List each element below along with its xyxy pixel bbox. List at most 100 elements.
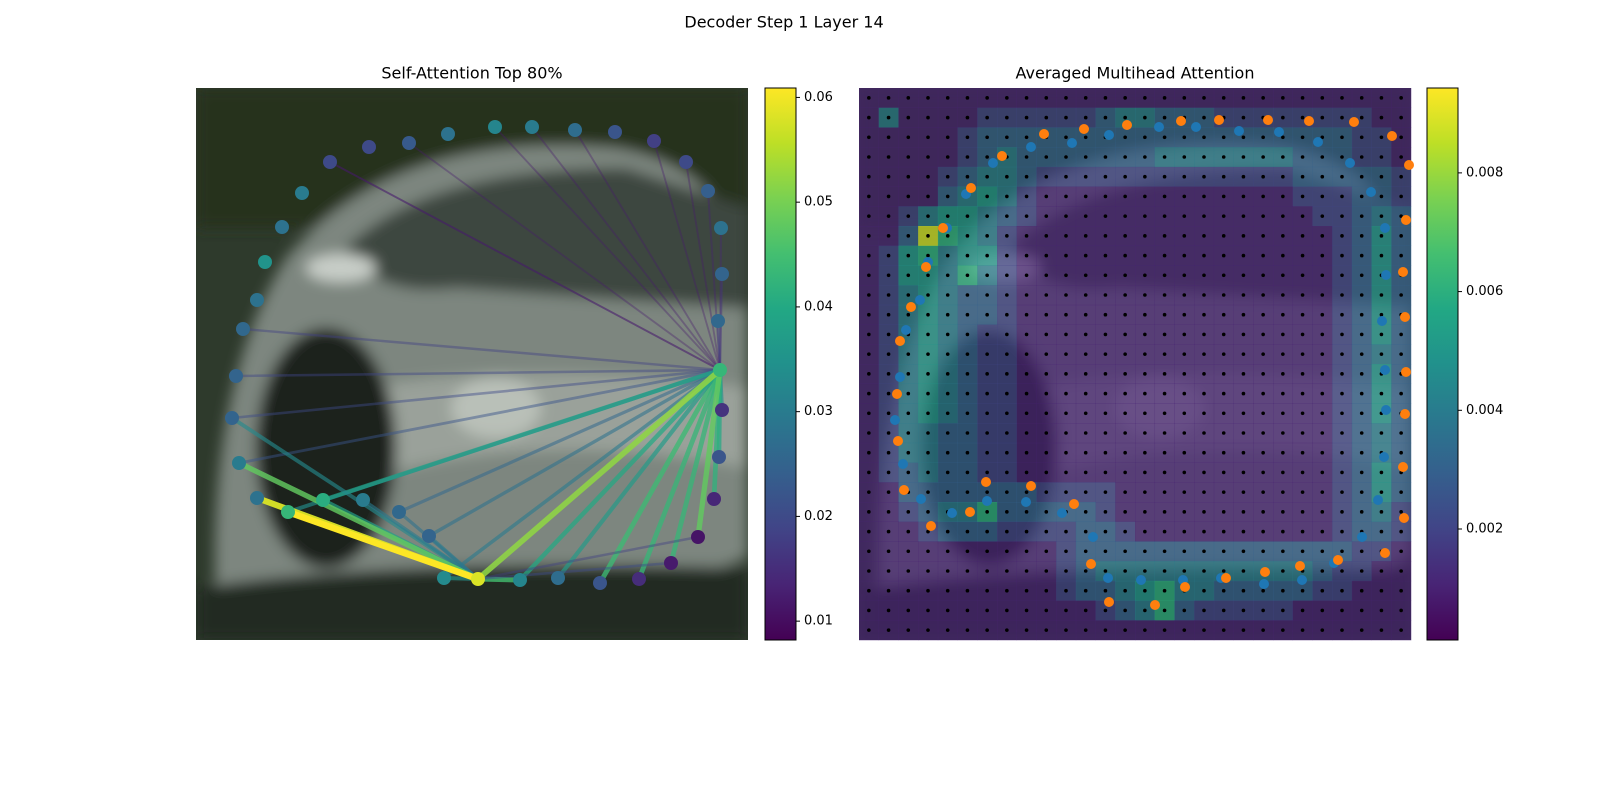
grid-dot: [1123, 569, 1127, 573]
grid-dot: [1399, 96, 1403, 100]
grid-dot: [1261, 431, 1265, 435]
grid-dot: [1320, 214, 1325, 218]
grid-dot: [945, 450, 950, 455]
point: [1381, 405, 1391, 415]
grid-dot: [1359, 214, 1364, 218]
grid-dot: [1359, 312, 1364, 317]
grid-dot: [1005, 115, 1009, 120]
grid-dot: [1083, 529, 1088, 534]
grid-dot: [1221, 549, 1226, 554]
grid-dot: [1083, 312, 1088, 317]
grid-dot: [1281, 608, 1285, 613]
attention-edge: [230, 368, 722, 420]
grid-dot: [1103, 273, 1108, 278]
grid-dot: [906, 194, 911, 199]
grid-dot: [1300, 234, 1305, 238]
grid-dot: [1044, 529, 1049, 534]
grid-dot: [1281, 431, 1285, 435]
grid-dot: [1221, 569, 1226, 573]
grid-dot: [1182, 470, 1187, 475]
grid-dot: [1083, 96, 1088, 100]
grid-dot: [1320, 391, 1325, 396]
grid-dot: [1320, 352, 1325, 356]
grid-dot: [1340, 135, 1344, 140]
grid-dot: [985, 588, 989, 593]
panel: [859, 88, 1414, 641]
grid-dot: [867, 214, 871, 218]
attention-edge: [475, 367, 723, 582]
grid-dot: [906, 135, 911, 140]
grid-dot: [1261, 470, 1265, 475]
grid-dot: [1202, 490, 1206, 494]
grid-dot: [1340, 273, 1344, 278]
grid-dot: [1320, 549, 1325, 554]
grid-dot: [926, 588, 930, 593]
grid-dot: [867, 273, 871, 278]
grid-dot: [1261, 135, 1265, 140]
grid-dot: [1379, 293, 1384, 297]
grid-dot: [867, 115, 871, 120]
grid-dot: [1261, 450, 1265, 455]
grid-dot: [1005, 273, 1009, 278]
grid-dot: [965, 332, 970, 337]
grid-dot: [1103, 115, 1108, 120]
grid-dot: [1005, 608, 1009, 613]
grid-dot: [926, 115, 930, 120]
grid-dot: [886, 214, 891, 218]
point: [1304, 116, 1314, 126]
grid-dot: [1024, 569, 1029, 573]
grid-dot: [1221, 234, 1226, 238]
grid-dot: [1123, 529, 1127, 534]
grid-dot: [1162, 352, 1167, 356]
grid-dot: [1044, 332, 1049, 337]
grid-dot: [1241, 628, 1246, 632]
grid-dot: [926, 391, 930, 396]
grid-dot: [1202, 135, 1206, 140]
point: [901, 325, 911, 335]
node: [608, 125, 622, 139]
grid-dot: [1182, 431, 1187, 435]
grid-dot: [926, 312, 930, 317]
grid-dot: [1320, 293, 1325, 297]
grid-dot: [1379, 529, 1384, 534]
grid-dot: [1083, 155, 1088, 159]
grid-dot: [867, 588, 871, 593]
point: [1069, 499, 1079, 509]
grid-dot: [926, 155, 930, 159]
grid-dot: [1340, 293, 1344, 297]
point: [1026, 142, 1036, 152]
attention-edge: [236, 460, 481, 582]
grid-dot: [867, 332, 871, 337]
grid-dot: [1162, 135, 1167, 140]
grid-dot: [1281, 569, 1285, 573]
point: [1191, 122, 1201, 132]
grid-dot: [945, 470, 950, 475]
grid-dot: [886, 569, 891, 573]
grid-dot: [1202, 293, 1206, 297]
grid-dot: [1320, 115, 1325, 120]
point: [1313, 137, 1323, 147]
grid-dot: [1083, 135, 1088, 140]
grid-dot: [1064, 332, 1068, 337]
grid-dot: [1143, 431, 1147, 435]
grid-dot: [1202, 510, 1206, 514]
grid-dot: [906, 372, 911, 376]
grid-dot: [1340, 332, 1344, 337]
grid-dot: [906, 510, 911, 514]
grid-dot: [1221, 273, 1226, 278]
grid-dot: [1143, 450, 1147, 455]
grid-dot: [1241, 510, 1246, 514]
grid-dot: [1320, 273, 1325, 278]
point: [1349, 117, 1359, 127]
grid-dot: [1182, 510, 1187, 514]
point: [1366, 187, 1376, 197]
grid-dot: [985, 372, 989, 376]
grid-dot: [1340, 549, 1344, 554]
colorbar-tick-label: 0.03: [804, 404, 833, 419]
grid-dot: [1064, 608, 1068, 613]
point: [899, 485, 909, 495]
grid-dot: [985, 194, 989, 199]
grid-dot: [1024, 253, 1029, 258]
panel-title: Averaged Multihead Attention: [1016, 64, 1255, 83]
grid-dot: [867, 490, 871, 494]
